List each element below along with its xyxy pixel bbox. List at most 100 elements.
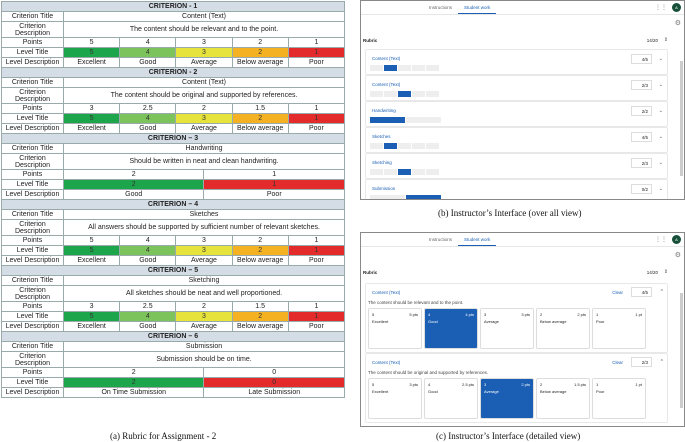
level-segment[interactable] [370,117,405,123]
level-segment[interactable] [398,169,411,175]
level-segment[interactable] [398,65,411,71]
level-description-cell: Poor [287,255,346,266]
level-title-cell: 3 [175,311,233,322]
chevron-down-icon[interactable]: ⌄ [658,108,663,114]
level-segment[interactable] [370,195,405,199]
level-card[interactable]: 2 2 pts Below average [536,308,590,349]
level-segment[interactable] [412,65,425,71]
level-segment[interactable] [384,65,397,71]
chevron-up-icon[interactable]: ^ [660,359,663,365]
score-input[interactable]: 4/5 [631,287,652,297]
score-input[interactable]: 4/5 [631,132,652,142]
level-title-cell: 2 [62,377,205,388]
level-card[interactable]: 4 2.5 pts Good [424,378,478,419]
chevron-down-icon[interactable]: ⌄ [658,134,663,140]
criterion-row[interactable]: Sketches 4/5 ⌄ [365,127,668,153]
level-title-cell: 3 [175,47,233,58]
level-segment[interactable] [370,169,383,175]
scrollbar[interactable] [680,61,683,176]
criterion-description: Should be written in neat and clean hand… [62,153,346,170]
level-segment[interactable] [406,117,441,123]
level-description-cell: Late Submission [203,387,346,398]
chevron-down-icon[interactable]: ⌄ [658,82,663,88]
apps-grid-icon[interactable]: ⋮⋮ [655,5,667,11]
level-title-row: Level Title 5 4 3 2 1 [1,245,346,256]
sort-icon[interactable]: ⇕ [663,37,668,43]
score-input[interactable]: 2/3 [631,357,652,367]
level-title-cell: 4 [119,47,177,58]
criterion-title: Sketching [372,160,392,165]
tab-student-work[interactable]: Student work [458,5,497,14]
level-card[interactable]: 4 4 pts Good [424,308,478,349]
level-description-cell: Excellent [62,57,121,68]
level-card[interactable]: 3 2 pts Average [480,378,534,419]
level-card[interactable]: 1 1 pt Poor [592,378,646,419]
score-input[interactable]: 2/3 [631,158,652,168]
score-input[interactable]: 2/2 [631,106,652,116]
level-segment[interactable] [426,91,439,97]
settings-gear-icon[interactable]: ⚙ [674,20,681,27]
criterion-row[interactable]: Content (Text) 2/3 ⌄ [365,75,668,101]
criterion-title: Sketching [62,275,346,286]
criterion-detail: Content (Text) The content should be orig… [365,353,668,423]
level-description-cell: Below average [231,123,289,134]
criterion-row[interactable]: Content (Text) 4/5 ⌄ [365,49,668,75]
level-segment[interactable] [412,169,425,175]
level-card[interactable]: 5 3 pts Excellent [368,378,422,419]
avatar[interactable]: A [672,3,681,12]
level-segment[interactable] [426,143,439,149]
criterion-header: CRITERION – 3 [0,133,346,144]
level-segment[interactable] [406,195,441,199]
level-description-row: Level Description Excellent Good Average Bel… [1,123,346,134]
score-input[interactable]: 0/2 [631,184,652,194]
level-description-cell: Excellent [62,321,121,332]
scrollbar[interactable] [680,293,683,408]
description-row: Criterion Description All answers should … [1,219,346,236]
tab-instructions[interactable]: Instructions [429,237,453,242]
tab-instructions[interactable]: Instructions [429,5,453,10]
card-description: Average [484,319,499,324]
apps-grid-icon[interactable]: ⋮⋮ [655,237,667,243]
chevron-down-icon[interactable]: ⌄ [658,160,663,166]
chevron-down-icon[interactable]: ⌄ [658,56,663,62]
level-segment[interactable] [370,65,383,71]
sort-icon[interactable]: ⇕ [663,269,668,275]
level-segment[interactable] [384,143,397,149]
row-label: Points [1,103,64,114]
clear-button[interactable]: Clear [612,290,623,295]
chevron-down-icon[interactable]: ⌄ [658,186,663,192]
level-title-cell: 4 [119,245,177,256]
level-title-cell: 1 [203,179,346,190]
level-segment[interactable] [370,143,383,149]
tab-student-work[interactable]: Student work [458,237,497,246]
chevron-up-icon[interactable]: ^ [660,289,663,295]
level-segment[interactable] [398,143,411,149]
score-input[interactable]: 4/5 [631,54,652,64]
criterion-row[interactable]: Sketching 2/3 ⌄ [365,153,668,179]
criterion-row[interactable]: Submission 0/2 ⌄ [365,179,668,199]
settings-gear-icon[interactable]: ⚙ [674,252,681,259]
criterion-row[interactable]: Handwriting 2/2 ⌄ [365,101,668,127]
level-description-cell: Poor [203,189,346,200]
level-segment[interactable] [384,91,397,97]
level-card[interactable]: 3 3 pts Average [480,308,534,349]
level-card[interactable]: 5 5 pts Excellent [368,308,422,349]
clear-button[interactable]: Clear [612,360,623,365]
level-card[interactable]: 2 1.5 pts Below average [536,378,590,419]
level-description-cell: Good [119,255,177,266]
level-segment[interactable] [412,91,425,97]
level-segment[interactable] [426,65,439,71]
level-segment[interactable] [384,169,397,175]
avatar[interactable]: A [672,235,681,244]
row-label: Level Title [1,179,64,190]
row-label: Level Title [1,113,64,124]
level-card[interactable]: 1 1 pt Poor [592,308,646,349]
level-segment[interactable] [412,143,425,149]
level-segment[interactable] [426,169,439,175]
card-points: 1 pt [635,382,642,387]
criterion-description: The content should be relevant and to th… [368,300,464,305]
points-cell: 5 [62,235,121,246]
score-input[interactable]: 2/3 [631,80,652,90]
level-segment[interactable] [398,91,411,97]
level-segment[interactable] [370,91,383,97]
